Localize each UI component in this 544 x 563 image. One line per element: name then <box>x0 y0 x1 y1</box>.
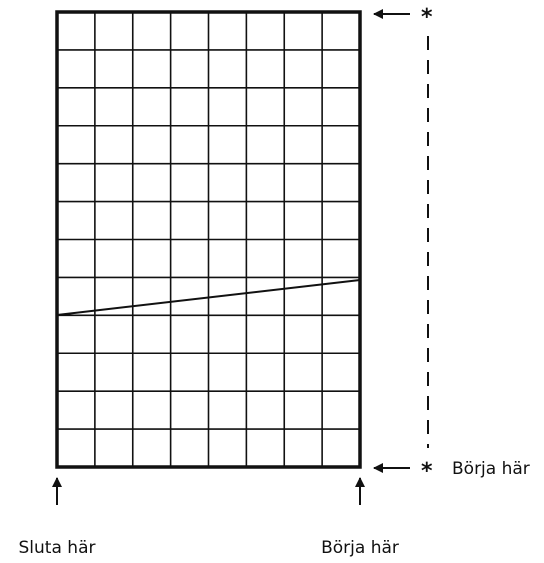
right-start-label: Börja här <box>452 459 530 479</box>
grid <box>57 12 360 467</box>
bottom-marker: * <box>421 459 433 484</box>
diagonal-line <box>56 279 361 316</box>
grid-border <box>55 10 362 469</box>
start-label: Börja här <box>321 538 399 558</box>
end-label: Sluta här <box>19 538 96 558</box>
top-marker: * <box>421 5 433 30</box>
